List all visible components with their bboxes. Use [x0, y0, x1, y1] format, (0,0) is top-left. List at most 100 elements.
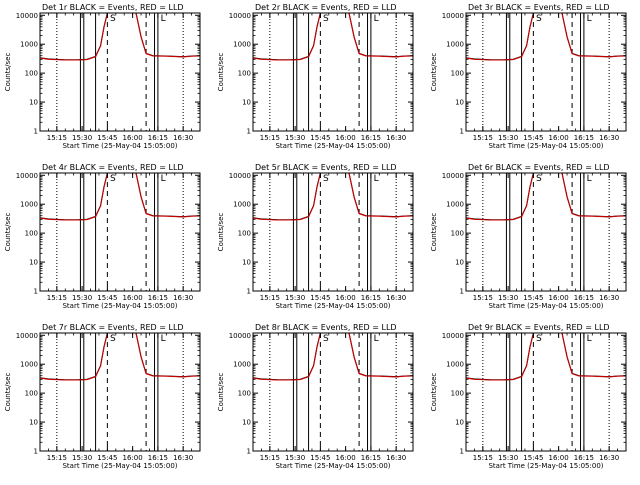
- x-tick-label: 16:30: [173, 454, 193, 462]
- x-axis-label: Start Time (25-May-04 15:05:00): [488, 302, 603, 310]
- y-tick-label: 1000: [446, 201, 464, 209]
- x-axis-label: Start Time (25-May-04 15:05:00): [62, 142, 177, 150]
- y-tick-label: 10000: [16, 332, 38, 340]
- x-tick-label: 16:15: [574, 294, 594, 302]
- panel-title: Det 3r BLACK = Events, RED = LLD: [468, 3, 610, 12]
- x-tick-label: 15:15: [47, 454, 67, 462]
- annotation-label: L: [161, 174, 166, 184]
- y-tick-label: 10000: [16, 12, 38, 20]
- panel-title: Det 2r BLACK = Events, RED = LLD: [255, 3, 397, 12]
- plot-frame: [465, 172, 627, 292]
- x-tick-label: 16:30: [386, 454, 406, 462]
- x-tick-label: 16:30: [173, 134, 193, 142]
- events-series-line: [40, 333, 200, 381]
- x-tick-label: 16:30: [386, 134, 406, 142]
- x-tick-label: 16:15: [574, 454, 594, 462]
- x-tick-label: 15:15: [260, 294, 280, 302]
- x-axis-label: Start Time (25-May-04 15:05:00): [488, 462, 603, 470]
- x-tick-label: 16:15: [148, 294, 168, 302]
- annotation-label: S: [110, 14, 116, 24]
- y-tick-label: 10000: [229, 12, 251, 20]
- y-tick-label: 100: [238, 230, 251, 238]
- y-tick-label: 10: [29, 259, 38, 267]
- annotation-label: S: [536, 14, 542, 24]
- detector-panel: Det 6r BLACK = Events, RED = LLD S L 1 10 100…: [430, 163, 627, 310]
- y-tick-label: 1: [34, 288, 38, 296]
- y-tick-label: 10: [455, 419, 464, 427]
- panel-title: Det 4r BLACK = Events, RED = LLD: [42, 163, 184, 172]
- annotation-label: S: [110, 334, 116, 344]
- panel-title: Det 7r BLACK = Events, RED = LLD: [42, 323, 184, 332]
- annotation-label: S: [536, 334, 542, 344]
- annotation-label: S: [323, 14, 329, 24]
- panel-title: Det 1r BLACK = Events, RED = LLD: [42, 3, 184, 12]
- events-series-line: [253, 333, 413, 381]
- x-tick-label: 15:30: [498, 294, 518, 302]
- x-axis-label: Start Time (25-May-04 15:05:00): [62, 302, 177, 310]
- detector-panel: Det 4r BLACK = Events, RED = LLD S L 1 10 100…: [4, 163, 201, 310]
- x-tick-label: 15:45: [523, 294, 543, 302]
- y-axis-label: Counts/sec: [217, 213, 225, 252]
- y-axis-label: Counts/sec: [430, 373, 438, 412]
- x-tick-label: 16:30: [599, 294, 619, 302]
- x-tick-label: 15:45: [310, 294, 330, 302]
- y-axis-label: Counts/sec: [217, 53, 225, 92]
- x-tick-label: 15:15: [473, 294, 493, 302]
- x-tick-label: 15:45: [310, 134, 330, 142]
- x-tick-label: 15:15: [47, 294, 67, 302]
- x-tick-label: 16:00: [123, 294, 143, 302]
- y-tick-label: 100: [25, 390, 38, 398]
- plot-frame: [39, 12, 201, 132]
- y-tick-label: 1: [247, 288, 251, 296]
- y-tick-label: 10: [242, 419, 251, 427]
- lld-series-line: [253, 333, 413, 381]
- x-tick-label: 16:00: [336, 454, 356, 462]
- x-tick-label: 16:30: [599, 454, 619, 462]
- y-axis-label: Counts/sec: [217, 373, 225, 412]
- x-tick-label: 16:00: [549, 454, 569, 462]
- annotation-label: L: [374, 334, 379, 344]
- panel-title: Det 8r BLACK = Events, RED = LLD: [255, 323, 397, 332]
- x-tick-label: 16:00: [549, 134, 569, 142]
- y-tick-label: 1: [460, 128, 464, 136]
- y-tick-label: 1000: [20, 201, 38, 209]
- detector-panel: Det 3r BLACK = Events, RED = LLD S L 1 10 100…: [430, 3, 627, 150]
- y-tick-label: 10000: [442, 172, 464, 180]
- y-tick-label: 10: [242, 99, 251, 107]
- y-axis-label: Counts/sec: [430, 53, 438, 92]
- y-tick-label: 10000: [16, 172, 38, 180]
- plot-frame: [39, 332, 201, 452]
- y-tick-label: 1000: [20, 361, 38, 369]
- y-tick-label: 100: [451, 70, 464, 78]
- annotation-label: S: [536, 174, 542, 184]
- lld-series-line: [466, 333, 626, 381]
- y-tick-label: 1: [247, 128, 251, 136]
- x-tick-label: 16:00: [336, 134, 356, 142]
- x-tick-label: 16:15: [361, 294, 381, 302]
- annotation-label: L: [374, 14, 379, 24]
- y-tick-label: 10000: [229, 172, 251, 180]
- x-tick-label: 15:30: [72, 134, 92, 142]
- detector-panel: Det 1r BLACK = Events, RED = LLD S L 1 10 100…: [4, 3, 201, 150]
- lld-series-line: [253, 173, 413, 221]
- annotation-label: L: [161, 334, 166, 344]
- y-tick-label: 10000: [442, 332, 464, 340]
- y-tick-label: 1000: [233, 201, 251, 209]
- y-tick-label: 10: [29, 99, 38, 107]
- plot-frame: [465, 12, 627, 132]
- events-series-line: [466, 173, 626, 221]
- x-tick-label: 16:00: [549, 294, 569, 302]
- lld-series-line: [466, 13, 626, 61]
- events-series-line: [40, 173, 200, 221]
- y-tick-label: 1000: [233, 41, 251, 49]
- y-tick-label: 100: [25, 230, 38, 238]
- y-tick-label: 1000: [233, 361, 251, 369]
- y-axis-label: Counts/sec: [4, 53, 12, 92]
- detector-panel: Det 8r BLACK = Events, RED = LLD S L 1 10 100…: [217, 323, 414, 470]
- x-axis-label: Start Time (25-May-04 15:05:00): [275, 302, 390, 310]
- y-tick-label: 1000: [20, 41, 38, 49]
- x-tick-label: 16:30: [599, 134, 619, 142]
- x-tick-label: 15:15: [47, 134, 67, 142]
